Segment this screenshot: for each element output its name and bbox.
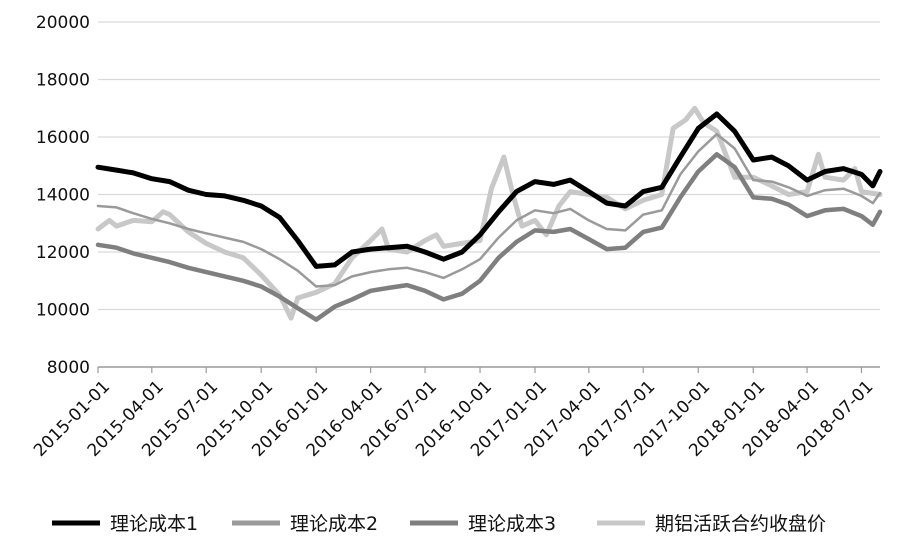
y-tick-label: 14000 [36, 186, 90, 206]
y-tick-label: 10000 [36, 301, 90, 321]
y-tick-label: 18000 [36, 71, 90, 91]
series-lines [95, 105, 883, 322]
legend-label-4: 期铝活跃合约收盘价 [655, 513, 826, 535]
y-tick-label: 20000 [36, 13, 90, 33]
legend-label-3: 理论成本3 [468, 513, 556, 535]
legend: 理论成本1 理论成本2 理论成本3 期铝活跃合约收盘价 [52, 513, 826, 535]
legend-label-1: 理论成本1 [110, 513, 198, 535]
series-line-3 [95, 152, 883, 322]
y-tick-labels: 8000 10000 12000 14000 16000 18000 20000 [36, 13, 90, 378]
y-tick-label: 12000 [36, 243, 90, 263]
series-line-4 [95, 105, 883, 321]
x-tick-labels: 2015-01-012015-04-012015-07-012015-10-01… [30, 367, 877, 461]
series-line-2 [96, 132, 882, 288]
y-tick-label: 16000 [36, 128, 90, 148]
legend-label-2: 理论成本2 [290, 513, 378, 535]
y-tick-label: 8000 [47, 358, 90, 378]
series-line-1 [95, 111, 883, 269]
